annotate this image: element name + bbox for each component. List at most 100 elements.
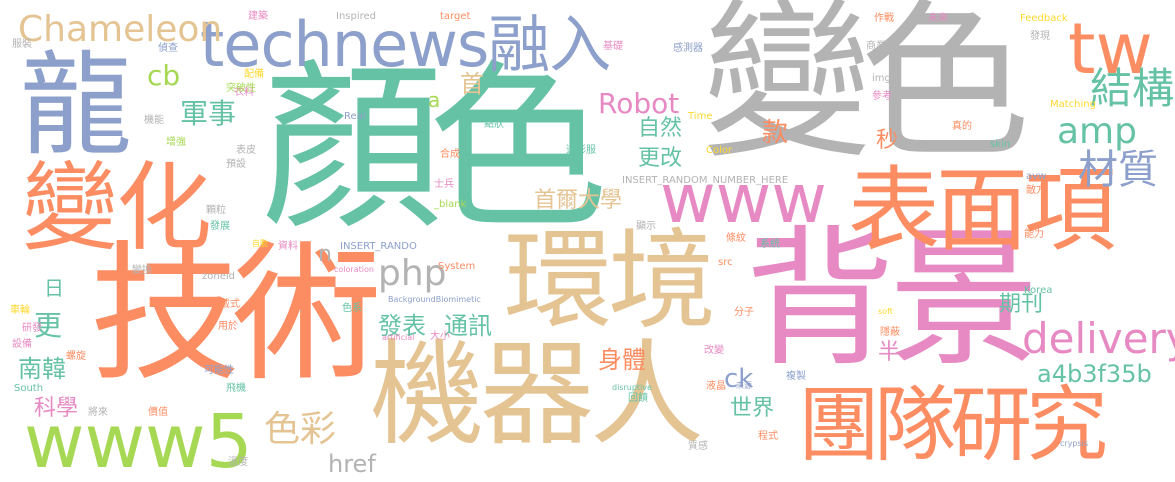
word: 改變	[704, 345, 724, 356]
word: 首爾大學	[534, 188, 623, 213]
word: 預設	[226, 159, 246, 170]
word: 能力	[1024, 229, 1044, 240]
word: 條紋	[726, 233, 746, 244]
word: technews融入	[200, 8, 611, 81]
word: php	[378, 253, 447, 294]
word: 設備	[12, 339, 32, 350]
word: 發表	[378, 312, 426, 340]
word: ck	[724, 364, 754, 394]
word: South	[14, 383, 44, 394]
word: artificial	[382, 333, 415, 342]
word: crypsis	[1060, 439, 1089, 448]
word: Color	[706, 145, 733, 156]
word: 作戰	[874, 13, 894, 24]
word: Chameleon	[18, 9, 223, 50]
word: 機器人	[370, 328, 704, 461]
word: Matching	[1050, 99, 1096, 110]
word: 未來	[928, 13, 948, 24]
word: amp	[1057, 111, 1137, 152]
word: delivery	[1022, 314, 1175, 363]
word: 世界	[730, 396, 775, 421]
word: 首	[460, 70, 484, 98]
word: disruptive	[612, 383, 652, 392]
word: img	[872, 73, 891, 84]
word: 秒	[876, 128, 899, 153]
word: 溫度	[228, 457, 248, 468]
word: n	[318, 242, 332, 267]
word: 資料	[278, 241, 298, 252]
word: 研發	[22, 323, 42, 334]
word: 材質	[1078, 147, 1158, 193]
word: 身體	[598, 346, 646, 374]
word: zoneid	[202, 271, 235, 282]
word: skin	[990, 139, 1011, 150]
word: 複製	[786, 371, 806, 382]
word: 變色	[702, 0, 1030, 182]
word: 真的	[952, 121, 972, 132]
word: 團隊研究	[798, 378, 1108, 473]
word: 科學	[34, 396, 79, 421]
word: src	[718, 257, 733, 268]
word: 感測器	[673, 43, 703, 54]
word: 螺旋	[66, 351, 86, 362]
word: 半	[878, 340, 901, 365]
word: 衣料	[234, 87, 254, 98]
word: 配備	[244, 69, 264, 80]
word: INSERT_RANDOM_NUMBER_HERE	[622, 175, 789, 186]
word: 液晶	[706, 381, 726, 392]
word: 建築	[248, 11, 268, 22]
word: 顏色	[262, 45, 608, 254]
word: 士兵	[434, 179, 454, 190]
word: 穿戴式	[210, 299, 240, 310]
word: _blank	[434, 199, 467, 210]
word: a	[428, 88, 441, 112]
word: 日	[44, 276, 64, 300]
word: 自然	[638, 116, 683, 141]
word: avw	[1026, 171, 1047, 182]
word: 色彩	[264, 409, 337, 450]
word: 偵查	[158, 43, 178, 54]
word: 機能	[144, 115, 164, 126]
word: 更	[34, 309, 63, 342]
word: 期刊	[999, 292, 1044, 317]
word: 變換	[132, 265, 152, 276]
word: 發現	[1030, 31, 1050, 42]
word: 敵方	[1026, 185, 1046, 196]
word: 質感	[688, 441, 708, 452]
word: 迷彩服	[566, 145, 596, 156]
word: 自動	[252, 239, 268, 248]
word: 用於	[218, 321, 238, 332]
word: 基礎	[603, 41, 623, 52]
word: 服裝	[12, 39, 32, 50]
word: 回饋	[628, 393, 648, 404]
word: 表皮	[236, 145, 256, 156]
word: 分子	[734, 307, 754, 318]
word: 更改	[638, 146, 683, 171]
word: 色系	[342, 303, 362, 314]
word: a4b3f35b	[1037, 360, 1152, 388]
word: Time	[688, 111, 713, 122]
word: www5	[24, 399, 253, 482]
word: 大小	[430, 331, 450, 342]
word: www	[660, 160, 827, 239]
word: INSERT_RANDO	[340, 241, 417, 252]
word: BackgroundBiomimetic	[388, 295, 481, 304]
word: Korea	[1024, 285, 1053, 296]
word: 價值	[148, 407, 168, 418]
word: 表面項	[848, 157, 1116, 264]
word: 飛機	[226, 383, 246, 394]
word: soft	[878, 307, 893, 316]
word: 隱蔽	[880, 327, 900, 338]
word: 環境	[504, 219, 716, 344]
word: Inspired	[336, 11, 377, 22]
word: 發展	[210, 221, 230, 232]
word: 車輪	[10, 305, 30, 316]
word: Feedback	[1020, 13, 1068, 24]
word: 將來	[88, 407, 108, 418]
word: 增強	[166, 137, 186, 148]
word: 顯示	[636, 221, 656, 232]
word: coloration	[334, 265, 374, 274]
word: 來源	[736, 381, 752, 390]
word: Robot	[598, 87, 680, 120]
